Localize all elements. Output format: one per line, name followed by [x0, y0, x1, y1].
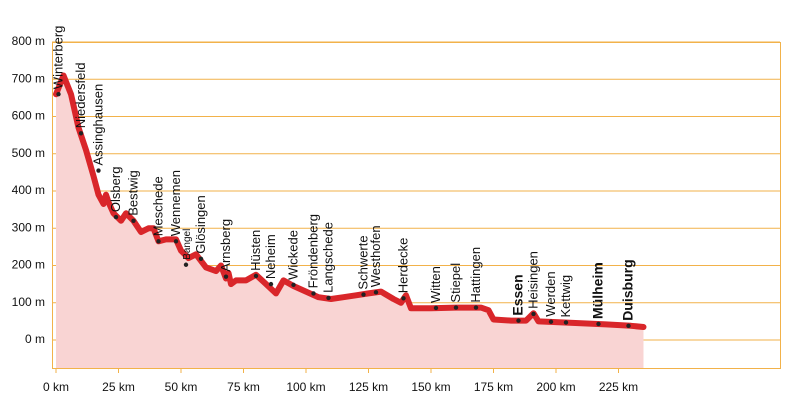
elevation-area — [53, 72, 647, 368]
y-tick-label: 600 m — [12, 109, 45, 123]
x-tick-label: 100 km — [286, 380, 325, 394]
place-label: Werden — [543, 271, 558, 316]
place-label: Mülheim — [589, 262, 605, 319]
y-tick-label: 500 m — [12, 146, 45, 160]
x-tick-label: 25 km — [102, 380, 135, 394]
place-marker — [223, 274, 229, 279]
place-label: Essen — [510, 274, 526, 315]
place-label: Fröndenberg — [306, 214, 321, 288]
place-marker — [78, 131, 84, 136]
x-tick-label: 175 km — [474, 380, 513, 394]
x-tick-label: 125 km — [349, 380, 388, 394]
place-marker — [548, 319, 554, 324]
place-marker — [373, 290, 379, 295]
x-tick-label: 150 km — [411, 380, 450, 394]
place-label: Kettwig — [558, 275, 573, 318]
place-label: Stiepel — [448, 263, 463, 303]
place-marker — [156, 239, 161, 244]
place-label: Westhofen — [368, 225, 383, 287]
x-tick-label: 75 km — [227, 380, 260, 394]
place-marker — [563, 320, 569, 325]
place-marker — [596, 321, 601, 327]
elevation-line — [53, 72, 647, 330]
place-label: Neheim — [263, 234, 278, 279]
place-marker — [291, 282, 296, 288]
place-label: Olsberg — [108, 167, 123, 213]
place-marker — [433, 305, 439, 311]
place-marker — [453, 305, 459, 310]
x-tick-label: 0 km — [43, 380, 69, 394]
place-marker — [198, 256, 204, 261]
place-label: Niedersfeld — [73, 63, 88, 129]
place-label: Arnsberg — [218, 219, 233, 272]
y-axis: 800 m 700 m 600 m 500 m 400 m 300 m 200 m 100 m… — [12, 34, 45, 346]
place-label: Glösingen — [193, 195, 208, 254]
place-label: Assinghausen — [91, 84, 106, 166]
y-tick-label: 300 m — [12, 220, 45, 234]
place-marker — [311, 291, 316, 296]
place-marker — [183, 262, 189, 267]
y-tick-label: 700 m — [12, 71, 45, 85]
place-marker — [56, 91, 61, 97]
x-tick-label: 225 km — [599, 380, 638, 394]
place-label: Wickede — [285, 230, 300, 280]
y-tick-label: 100 m — [12, 295, 45, 309]
x-tick-label: 50 km — [165, 380, 198, 394]
place-marker — [113, 214, 119, 220]
place-label: Witten — [428, 266, 443, 303]
place-label: Hüsten — [248, 230, 263, 271]
place-label: Schwerte — [355, 235, 370, 289]
place-label: Meschede — [150, 176, 165, 236]
place-marker — [361, 292, 366, 297]
place-label: Wennemen — [168, 170, 183, 236]
place-label: Bangel — [182, 229, 193, 260]
place-label: Winterberg — [50, 26, 65, 90]
place-label: Herdecke — [395, 238, 410, 294]
place-labels: Winterberg Niedersfeld AssinghausenOlsberg… — [50, 26, 636, 329]
place-marker — [401, 296, 406, 301]
y-tick-label: 200 m — [12, 258, 45, 272]
y-tick-label: 0 m — [25, 332, 45, 346]
y-tick-label: 800 m — [12, 34, 45, 48]
y-tick-label: 400 m — [12, 183, 45, 197]
place-marker — [253, 273, 259, 279]
place-label: Langschede — [321, 222, 336, 293]
place-label: Bestwig — [126, 170, 141, 216]
place-marker — [626, 323, 631, 329]
x-tick-label: 200 km — [536, 380, 575, 394]
place-label: Hattingen — [468, 247, 483, 303]
place-marker — [473, 305, 479, 310]
place-label: Duisburg — [620, 259, 636, 320]
place-marker — [516, 318, 521, 323]
place-marker — [531, 311, 536, 317]
place-marker — [131, 218, 136, 223]
place-marker — [173, 239, 179, 244]
place-marker — [96, 168, 101, 173]
place-marker — [326, 295, 331, 301]
place-label: Heisingen — [526, 251, 541, 309]
elevation-fill — [56, 75, 644, 368]
x-axis: 0 km 25 km 50 km 75 km 100 km 125 km 150 km 175… — [43, 380, 638, 394]
place-marker — [268, 281, 274, 287]
